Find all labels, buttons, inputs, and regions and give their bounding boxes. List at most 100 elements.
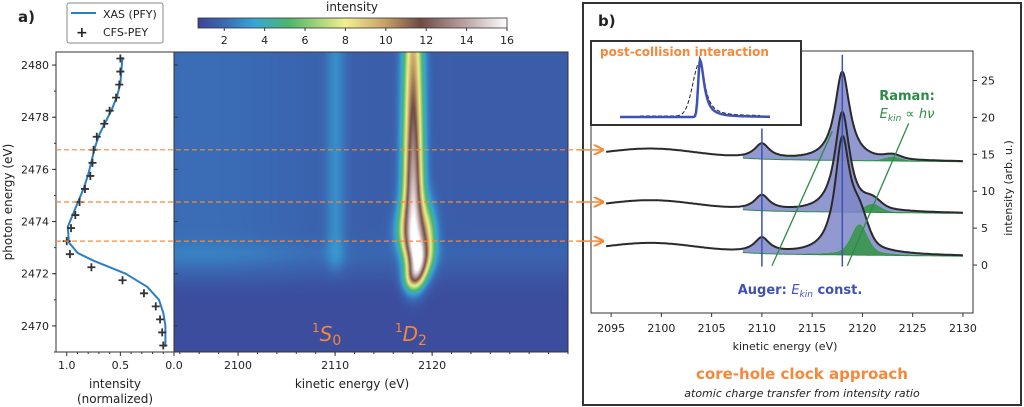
colorbar: [197, 17, 508, 29]
cfs-pey-point: [112, 93, 121, 102]
colorbar-tick-label: 4: [261, 34, 268, 47]
side-xlabel-1: intensity: [89, 377, 141, 391]
x-tick-label: 1.0: [58, 359, 76, 372]
xas-pfy-line: [66, 57, 167, 347]
x-tick-label: 2105: [698, 322, 726, 335]
label-1S0: 1S0: [312, 321, 341, 349]
colorbar-tick-label: 2: [221, 34, 228, 47]
cfs-pey-point: [151, 302, 160, 311]
cfs-pey-point: [156, 315, 165, 324]
y-tick-label: 10: [981, 185, 995, 198]
raman-line: [771, 131, 833, 267]
cfs-pey-point: [67, 224, 76, 233]
auger-title: Auger:: [738, 283, 792, 298]
colorbar-tick-label: 10: [379, 34, 393, 47]
spectrum-line: [606, 70, 963, 163]
x-tick-label: 2100: [647, 322, 675, 335]
x-tick-label: 2120: [418, 359, 446, 372]
footer-subtitle: atomic charge transfer from intensity ra…: [684, 387, 920, 400]
cfs-pey-point: [159, 341, 168, 350]
cfs-pey-point: [118, 276, 127, 285]
y-tick-label: 2480: [21, 59, 49, 72]
cfs-pey-point: [92, 132, 101, 141]
colorbar-tick-label: 6: [302, 34, 309, 47]
y-tick-label: 0: [981, 259, 988, 272]
raman-title: Raman:: [879, 89, 935, 104]
colorbar-tick-label: 16: [500, 34, 514, 47]
spectra-xlabel: kinetic energy (eV): [733, 340, 838, 353]
cfs-pey-point: [71, 211, 80, 220]
auger-sub: kin: [800, 290, 814, 300]
cfs-pey-point: [87, 263, 96, 272]
cfs-pey-point: [80, 184, 89, 193]
cfs-pey-point: [88, 158, 97, 167]
background-line: [742, 157, 963, 163]
legend-plus-swatch: +: [76, 25, 88, 41]
x-tick-label: 2130: [949, 322, 977, 335]
raman-line: [846, 123, 910, 267]
x-tick-label: 0.0: [165, 359, 183, 372]
footer-title: core-hole clock approach: [696, 365, 908, 383]
label-1S0-term: 1: [312, 321, 320, 335]
label-1S0-sub: 0: [332, 333, 341, 349]
spectra-axis: 2095 2100 2105 2110 2115 2120 2125 2130 0 5 10 15 20…: [597, 75, 995, 335]
y-tick-label: 2478: [21, 111, 49, 124]
inset-title: post-collision interaction: [600, 45, 769, 59]
raman-formula: Ekin ∝ hν: [880, 107, 935, 124]
colorbar-tick-label: 8: [342, 34, 349, 47]
label-1D2-sub: 2: [418, 333, 427, 349]
auger-fill: [742, 71, 963, 162]
x-tick-label: 2120: [848, 322, 876, 335]
spectra-plot: [606, 54, 963, 267]
label-1D2-term: 1: [395, 321, 403, 335]
x-tick-label: 2125: [899, 322, 927, 335]
cfs-pey-point: [139, 289, 148, 298]
cfs-pey-point: [65, 250, 74, 259]
selected-energy-lines: [56, 150, 603, 241]
spectrum-line: [606, 134, 963, 257]
xas-plot: 2470 2472 2474 2476 2478 2480 1.0 0.5 0.0: [21, 54, 183, 372]
auger-label: Auger: Ekin const.: [738, 283, 863, 300]
photon-energy-label: photon energy (eV): [1, 144, 15, 261]
side-xlabel-2: (normalized): [77, 392, 153, 406]
legend-xas: XAS (PFY): [103, 8, 157, 21]
auger-rest: const.: [813, 283, 862, 298]
auger-fill: [742, 135, 963, 256]
spectra-ylabel: intensity (arb. u.): [1002, 140, 1015, 235]
raman-fill: [742, 224, 963, 257]
label-1D2-symbol: D: [403, 322, 418, 346]
cfs-pey-point: [115, 80, 124, 89]
auger-E: E: [791, 283, 800, 298]
label-1D2: 1D2: [395, 321, 427, 349]
colorbar-tick-label: 12: [419, 34, 433, 47]
pci-inset: post-collision interaction: [590, 40, 802, 126]
y-tick-label: 2470: [21, 320, 49, 333]
colorbar-tick-label: 14: [460, 34, 474, 47]
panel-a-label: a): [18, 8, 35, 26]
raman-sub: kin: [888, 114, 902, 124]
cfs-pey-point: [158, 328, 167, 337]
y-tick-label: 2472: [21, 268, 49, 281]
cfs-pey-point: [105, 106, 114, 115]
raman-fill: [742, 156, 963, 162]
x-tick-label: 2100: [224, 359, 252, 372]
legend: XAS (PFY) + CFS-PEY: [66, 2, 164, 44]
x-tick-label: 0.5: [112, 359, 130, 372]
cfs-pey-point: [86, 171, 95, 180]
y-tick-label: 20: [981, 111, 995, 124]
spectrum-line: [606, 110, 963, 214]
x-tick-label: 2110: [748, 322, 776, 335]
y-tick-label: 25: [981, 75, 995, 88]
y-tick-label: 15: [981, 148, 995, 161]
x-tick-label: 2110: [321, 359, 349, 372]
x-tick-label: 2095: [597, 322, 625, 335]
colorbar-ticks: 2 4 6 8 10 12 14 16: [221, 28, 514, 47]
heatmap-axis: 2100 2110 2120: [179, 352, 569, 372]
y-tick-label: 2476: [21, 163, 49, 176]
colorbar-title: intensity: [326, 0, 378, 14]
y-tick-label: 5: [981, 222, 988, 235]
cfs-pey-point: [116, 54, 125, 63]
label-1S0-symbol: S: [320, 322, 333, 346]
raman-rest: ∝ hν: [901, 107, 934, 122]
